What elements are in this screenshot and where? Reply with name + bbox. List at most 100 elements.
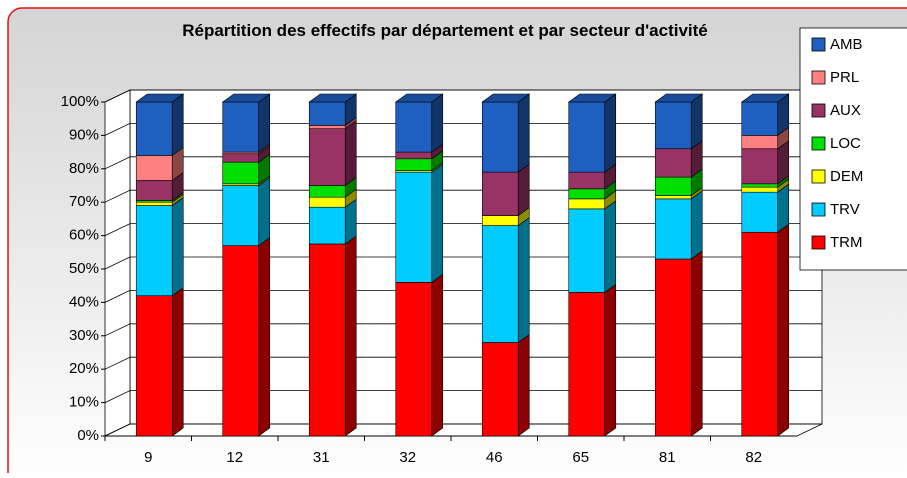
bar-top: [481, 93, 531, 103]
bar-side: [258, 93, 271, 153]
bar-side: [690, 190, 703, 260]
bar-side: [344, 235, 357, 437]
bar-side: [777, 183, 790, 233]
bar-segment: [135, 205, 173, 297]
bar-segment: [568, 292, 606, 437]
legend-swatch: [811, 103, 826, 118]
bar-side: [171, 287, 184, 437]
bar-top: [654, 93, 704, 103]
bar-segment: [135, 101, 173, 156]
y-tick-label: 30%: [69, 327, 99, 344]
legend-swatch: [811, 136, 826, 151]
bar-segment: [308, 125, 346, 130]
bar-side: [517, 163, 530, 217]
legend-swatch: [811, 70, 826, 85]
bar-side: [517, 333, 530, 437]
bar-segment: [654, 148, 692, 178]
bar-side: [171, 196, 184, 297]
x-tick-label: 65: [572, 449, 589, 466]
bar-segment: [481, 101, 519, 173]
bar-segment: [308, 128, 346, 186]
floor: [104, 423, 823, 437]
bar-segment: [568, 198, 606, 210]
bar-side: [517, 93, 530, 173]
x-tick-label: 31: [313, 449, 330, 466]
bar-segment: [481, 171, 519, 216]
x-tick-label: 12: [226, 449, 243, 466]
bar-segment: [222, 245, 260, 437]
bar-side: [690, 93, 703, 150]
grid-line: [104, 89, 822, 103]
y-tick-label: 80%: [69, 160, 99, 177]
bar-segment: [222, 101, 260, 153]
bar-top: [740, 93, 790, 103]
bar-segment: [395, 158, 433, 171]
bar-side: [258, 237, 271, 437]
legend-label: AMB: [830, 36, 863, 53]
bar-segment: [308, 243, 346, 437]
bar-segment: [741, 183, 779, 188]
bar-segment: [741, 148, 779, 185]
bar-side: [431, 93, 444, 153]
y-tick-label: 0%: [77, 427, 99, 444]
bar-segment: [222, 153, 260, 163]
bar-segment: [568, 188, 606, 200]
chart-title: Répartition des effectifs par départemen…: [182, 21, 708, 40]
bar-top: [308, 93, 358, 103]
y-tick-label: 100%: [61, 93, 99, 110]
bar-segment: [395, 282, 433, 437]
legend-swatch: [811, 37, 826, 52]
bar-segment: [654, 195, 692, 200]
legend-label: AUX: [830, 102, 861, 119]
bar-side: [604, 200, 617, 293]
bar-segment: [308, 185, 346, 198]
y-tick-label: 40%: [69, 293, 99, 310]
bar-segment: [481, 342, 519, 437]
legend-swatch: [811, 169, 826, 184]
bar-segment: [308, 206, 346, 245]
legend-label: TRM: [830, 234, 863, 251]
y-tick-label: 20%: [69, 360, 99, 377]
bar-segment: [741, 191, 779, 233]
bar-segment: [308, 196, 346, 208]
bar-segment: [222, 185, 260, 246]
bar-top: [221, 93, 271, 103]
bar-side: [604, 93, 617, 173]
bar-segment: [568, 101, 606, 173]
bar-segment: [135, 180, 173, 201]
bar-side: [258, 176, 271, 247]
legend-label: PRL: [830, 69, 859, 86]
bar-segment: [308, 101, 346, 126]
bar-segment: [568, 208, 606, 293]
y-tick-label: 10%: [69, 394, 99, 411]
x-tick-label: 81: [659, 449, 676, 466]
plot: 0% 10% 20% 30% 40% 50% 60% 70% 80% 90% 100% 9 12 31 32…: [61, 89, 823, 466]
bar-side: [431, 273, 444, 437]
bar-segment: [481, 215, 519, 226]
bar-side: [344, 120, 357, 187]
bar-segment: [395, 101, 433, 153]
legend-label: TRV: [830, 201, 860, 218]
bar-segment: [135, 155, 173, 181]
y-tick-label: 60%: [69, 227, 99, 244]
y-tick-label: 90%: [69, 126, 99, 143]
legend-swatch: [811, 235, 826, 250]
bar-segment: [222, 161, 260, 185]
bar-segment: [654, 258, 692, 437]
y-tick-label: 70%: [69, 193, 99, 210]
bar-segment: [654, 198, 692, 260]
bar-segment: [135, 295, 173, 437]
bar-segment: [654, 101, 692, 150]
bar-segment: [481, 225, 519, 343]
bar-top: [135, 93, 185, 103]
x-tick-label: 82: [745, 449, 762, 466]
bar-segment: [741, 231, 779, 437]
bar-segment: [395, 171, 433, 283]
bar-side: [431, 163, 444, 283]
bar-top: [394, 93, 444, 103]
bar-side: [777, 223, 790, 437]
x-tick-label: 32: [399, 449, 416, 466]
legend-swatch: [811, 202, 826, 217]
